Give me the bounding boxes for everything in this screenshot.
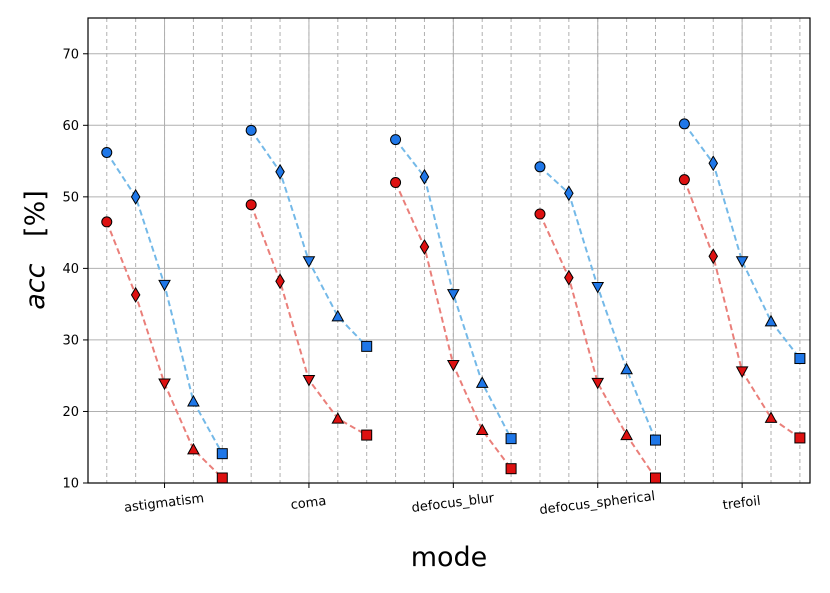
data-point-diamond bbox=[419, 168, 430, 185]
data-point-triangle-up bbox=[331, 412, 345, 424]
data-point-circle bbox=[678, 174, 690, 186]
data-point-square bbox=[361, 340, 373, 352]
x-tick-label: defocus_blur bbox=[411, 491, 496, 516]
data-point-circle bbox=[534, 208, 546, 220]
x-tick-label: coma bbox=[290, 494, 327, 513]
plot-frame bbox=[87, 17, 811, 484]
data-point-triangle-down bbox=[735, 366, 749, 378]
data-point-square bbox=[649, 434, 661, 446]
data-point-circle bbox=[390, 177, 402, 189]
plot-background bbox=[88, 18, 810, 483]
svg-text:acc [%]: acc [%] bbox=[20, 190, 51, 310]
data-point-triangle-up bbox=[331, 309, 345, 322]
y-tick-label: 60 bbox=[62, 119, 79, 134]
data-point-triangle-up bbox=[764, 411, 778, 423]
data-point-diamond bbox=[708, 155, 719, 172]
markers-layer bbox=[101, 118, 806, 484]
x-tick-label: defocus_spherical bbox=[539, 489, 656, 518]
data-point-circle bbox=[101, 146, 113, 158]
data-point-circle bbox=[534, 161, 546, 173]
y-tick-label: 20 bbox=[62, 405, 79, 420]
y-tick-label: 10 bbox=[62, 477, 79, 492]
x-axis-label: mode bbox=[411, 542, 488, 573]
data-point-triangle-up bbox=[620, 362, 633, 375]
data-point-triangle-down bbox=[591, 377, 605, 390]
data-point-triangle-up bbox=[620, 428, 633, 441]
grid-layer bbox=[88, 18, 810, 484]
data-point-circle bbox=[245, 199, 257, 211]
data-point-triangle-up bbox=[187, 442, 200, 455]
data-point-diamond bbox=[130, 188, 141, 205]
data-point-triangle-down bbox=[446, 289, 460, 301]
data-point-triangle-down bbox=[302, 256, 316, 268]
data-point-circle bbox=[390, 134, 402, 146]
y-axis: 10 20 30 40 50 60 70 bbox=[62, 47, 88, 492]
data-point-circle bbox=[101, 216, 113, 228]
data-point-triangle-down bbox=[446, 359, 460, 372]
data-point-triangle-up bbox=[475, 376, 489, 388]
y-axis-label-symbol: acc bbox=[20, 263, 51, 309]
data-point-square bbox=[216, 448, 228, 460]
data-point-triangle-down bbox=[158, 279, 171, 292]
data-point-square bbox=[794, 353, 806, 365]
y-tick-label: 40 bbox=[62, 262, 79, 277]
y-tick-label: 50 bbox=[62, 190, 79, 205]
data-point-square bbox=[505, 433, 517, 445]
data-point-triangle-down bbox=[302, 374, 316, 387]
x-tick-label: trefoil bbox=[722, 494, 761, 514]
data-point-diamond bbox=[275, 273, 285, 290]
y-tick-label: 30 bbox=[62, 333, 79, 348]
series-line bbox=[394, 139, 512, 440]
y-tick-label: 70 bbox=[62, 47, 79, 62]
data-point-diamond bbox=[564, 185, 574, 202]
data-point-square bbox=[505, 463, 517, 475]
data-point-square bbox=[361, 429, 373, 441]
data-point-square bbox=[794, 432, 806, 444]
data-point-diamond bbox=[130, 286, 141, 303]
data-point-triangle-up bbox=[187, 394, 200, 407]
data-point-diamond bbox=[708, 248, 719, 265]
y-axis-label: acc [%] bbox=[20, 190, 51, 310]
data-point-circle bbox=[678, 118, 690, 130]
data-point-diamond bbox=[419, 238, 430, 255]
x-axis: astigmatism coma defocus_blur defocus_spher… bbox=[123, 483, 761, 518]
data-point-square bbox=[216, 472, 228, 484]
data-point-square bbox=[649, 472, 661, 484]
x-tick-label: astigmatism bbox=[123, 491, 205, 516]
data-point-triangle-down bbox=[158, 378, 171, 391]
data-point-diamond bbox=[275, 163, 285, 180]
data-point-triangle-down bbox=[591, 281, 605, 294]
data-point-triangle-down bbox=[735, 256, 749, 268]
y-axis-label-unit: [%] bbox=[20, 190, 51, 237]
data-point-triangle-up bbox=[475, 423, 489, 436]
data-point-circle bbox=[245, 124, 257, 136]
data-point-triangle-up bbox=[764, 314, 778, 327]
data-point-diamond bbox=[564, 269, 574, 286]
series-line bbox=[683, 123, 801, 360]
